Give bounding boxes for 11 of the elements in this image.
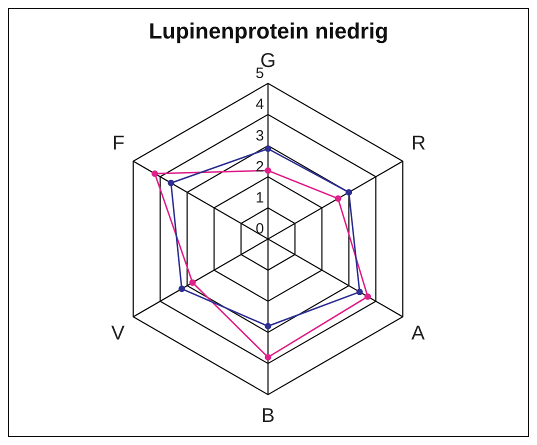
chart-title: Lupinenprotein niedrig (148, 18, 388, 44)
spoke-label: A (411, 322, 426, 344)
spoke-label: B (261, 405, 275, 428)
spoke-label: V (111, 322, 126, 344)
y-tick-label: 1 (256, 190, 264, 207)
y-tick-label: 5 (256, 65, 264, 82)
spoke-label: R (411, 132, 426, 155)
spoke-label: F (112, 132, 125, 155)
y-tick-label: 0 (256, 220, 264, 238)
y-tick-label: 4 (256, 96, 264, 114)
y-tick-label: 3 (256, 127, 264, 144)
